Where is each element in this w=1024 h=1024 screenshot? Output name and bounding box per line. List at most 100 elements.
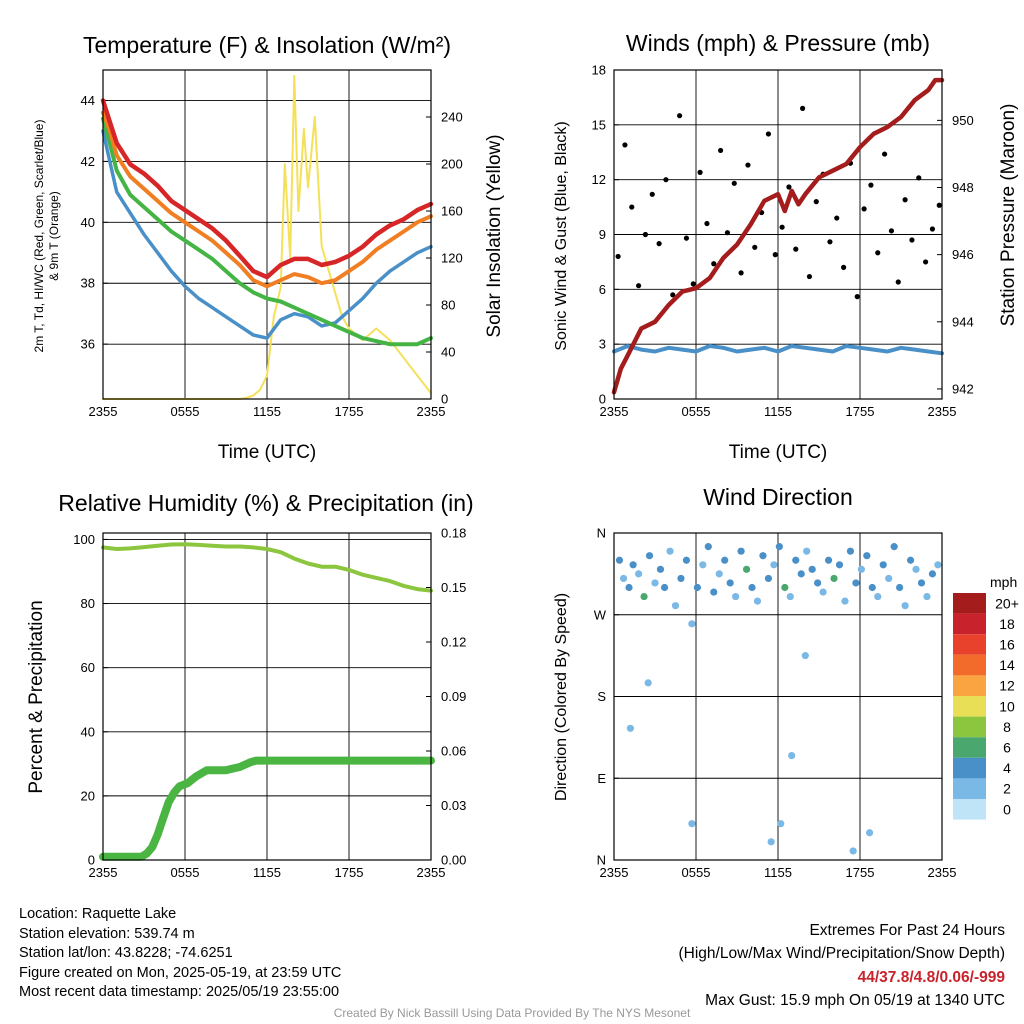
direction-point [857, 565, 865, 573]
wind-left-tick-label: 3 [599, 337, 606, 352]
temp-xlabel: Time (UTC) [218, 442, 317, 463]
temp-right-tick-label: 240 [441, 110, 463, 125]
gust-point [861, 206, 867, 212]
gust-point [697, 169, 703, 175]
legend-swatch [953, 613, 986, 635]
direction-point [682, 556, 691, 564]
direction-point [710, 588, 718, 596]
gust-point [752, 244, 758, 250]
direction-point [767, 838, 775, 846]
wind-series-sonic-wind [612, 344, 944, 356]
recent-data-text: Most recent data timestamp: 2025/05/19 2… [19, 984, 340, 1001]
gust-point [936, 202, 942, 208]
gust-point [806, 273, 813, 280]
legend-label: 8 [1003, 719, 1011, 735]
gust-point [745, 162, 751, 168]
gust-point [615, 253, 621, 260]
direction-point [788, 751, 796, 760]
direction-point [868, 583, 876, 592]
temp-left-tick-label: 42 [81, 154, 95, 169]
direction-point [715, 570, 723, 578]
legend-label: 20+ [995, 595, 1019, 611]
gust-point [636, 283, 642, 289]
rh-left-tick-label: 80 [81, 596, 95, 611]
direction-point [770, 561, 778, 569]
temp-border [102, 69, 432, 400]
wind-xtick-label: 1155 [764, 404, 792, 419]
temp-ylabel-left-line1: 2m T, Td, HI/WC (Red, Green, Scarlet/Blu… [32, 120, 46, 353]
rh-ylabel-left: Percent & Precipitation [26, 600, 47, 793]
temp-left-tick-label: 44 [81, 93, 95, 108]
dir-ylabel-left: Direction (Colored By Speed) [553, 593, 570, 801]
gust-point [827, 239, 833, 245]
gust-point [642, 231, 649, 238]
gust-point [909, 237, 915, 243]
dir-left-tick-label: N [597, 853, 606, 868]
wind-panel-title: Winds (mph) & Pressure (mb) [626, 30, 930, 56]
direction-point [625, 583, 633, 592]
elevation-text: Station elevation: 539.74 m [19, 925, 195, 942]
temp-left-tick-label: 40 [81, 215, 95, 230]
dir-xtick-label: 1155 [764, 865, 792, 880]
direction-point [896, 583, 904, 592]
station-info: Location: Raquette Lake Station elevatio… [19, 905, 341, 1003]
wind-left-tick-label: 15 [592, 117, 606, 132]
dir-panel-title: Wind Direction [703, 484, 853, 510]
temp-left-tick-label: 36 [81, 337, 95, 352]
wind-left-tick-label: 9 [599, 227, 606, 242]
temp-panel: 2355 0555 1155 1755 2355 36 38 40 42 44 0 40 80 120 16… [81, 69, 463, 419]
wind-xtick-label: 2355 [600, 404, 629, 419]
dir-left-tick-label: N [597, 526, 606, 541]
speed-legend: mph 20+ 18 16 14 12 10 8 6 4 2 0 [953, 574, 1019, 820]
direction-point [797, 570, 805, 578]
direction-point [699, 561, 707, 569]
wind-right-tick-label: 946 [952, 247, 974, 262]
gust-point [711, 261, 717, 267]
direction-point [917, 579, 926, 587]
dir-left-tick-label: W [594, 607, 607, 622]
rh-left-tick-label: 60 [81, 660, 95, 675]
temp-xtick-label: 2355 [89, 404, 118, 419]
gust-point [854, 294, 860, 300]
legend-swatch [953, 757, 986, 779]
rh-panel: 2355 0555 1155 1755 23550204060801000.000.03… [73, 526, 466, 881]
direction-point [688, 820, 696, 828]
gust-point [875, 250, 881, 256]
temp-xtick-label: 0555 [171, 404, 200, 419]
gust-point [629, 204, 635, 210]
wind-right-tick-label: 948 [952, 180, 974, 195]
temp-series-solar-insolation [102, 74, 432, 400]
direction-point [693, 583, 701, 592]
direction-point [732, 592, 740, 601]
direction-point [737, 547, 745, 555]
gust-point [902, 197, 908, 203]
extremes-title: Extremes For Past 24 Hours [809, 922, 1005, 939]
direction-point [934, 561, 942, 569]
direction-point [640, 592, 648, 601]
direction-point [863, 552, 871, 560]
direction-point [660, 583, 669, 592]
rh-xtick-label: 2355 [417, 865, 446, 880]
legend-label: 6 [1003, 740, 1011, 756]
rh-xtick-label: 0555 [171, 865, 200, 880]
rh-right-tick-label: 0.09 [441, 689, 466, 704]
legend-label: 18 [999, 616, 1015, 632]
legend-swatch [953, 696, 986, 717]
gust-point [923, 259, 929, 265]
wind-panel: 2355 0555 1155 1755 235503691215189429449469… [592, 63, 974, 420]
gust-point [895, 279, 901, 285]
direction-point [764, 574, 773, 583]
gust-point [888, 228, 895, 234]
direction-point [721, 556, 729, 564]
temp-ylabel-left-line2: & 9m T (Orange) [47, 191, 61, 281]
gust-point [690, 281, 696, 287]
legend-swatch [953, 737, 986, 758]
gust-point [793, 246, 799, 252]
extremes-info: Extremes For Past 24 Hours (High/Low/Max… [679, 919, 1006, 1013]
rh-right-tick-label: 0.12 [441, 635, 466, 650]
direction-point [656, 565, 665, 573]
direction-point [704, 543, 712, 551]
rh-right-tick-label: 0.18 [441, 526, 466, 541]
legend-label: 14 [999, 657, 1015, 673]
